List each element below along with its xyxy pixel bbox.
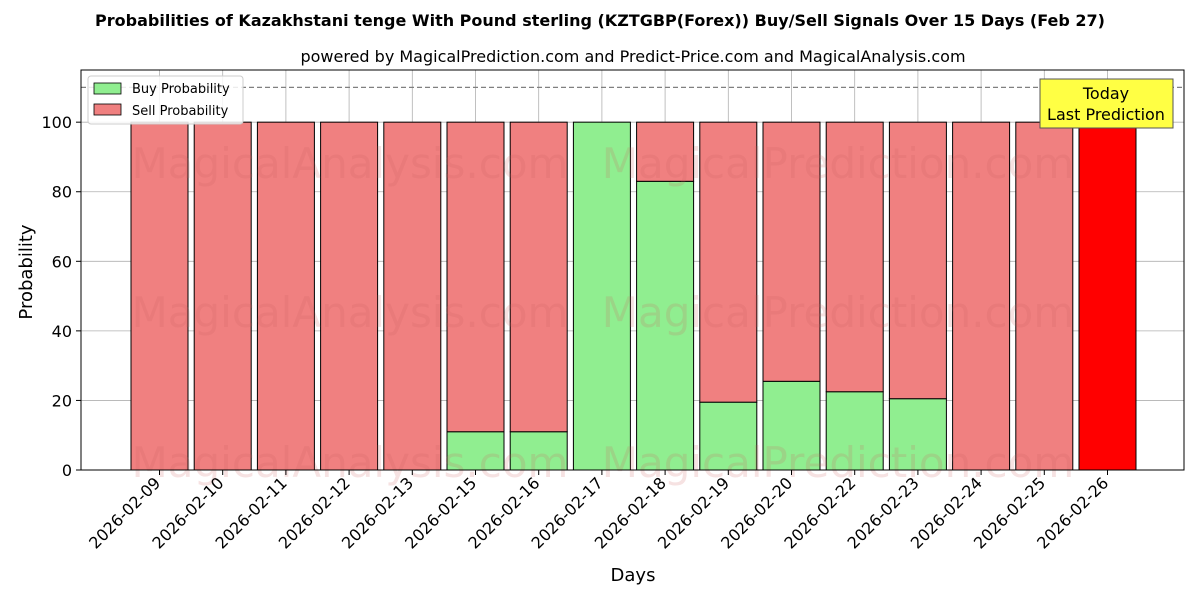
- buy-bar-2026-02-19: [699, 401, 758, 471]
- sell-bar-2026-02-12: [320, 121, 379, 471]
- annotation-box: [1039, 78, 1174, 129]
- sell-bar-2026-02-15: [446, 121, 505, 433]
- buy-bar-2026-02-23: [888, 398, 947, 471]
- buy-bar-2026-02-22: [825, 391, 884, 471]
- buy-bar-2026-02-17: [572, 121, 631, 471]
- sell-bar-2026-02-22: [825, 121, 884, 393]
- chart-title: Probabilities of Kazakhstani tenge With …: [95, 11, 1105, 30]
- sell-bar-2026-02-11: [256, 121, 315, 471]
- legend: Buy Probability Sell Probability: [87, 75, 244, 125]
- sell-bar-2026-02-20: [762, 121, 821, 382]
- annotation-line-1: Today: [1082, 84, 1129, 103]
- legend-swatch-buy: [93, 82, 122, 95]
- legend-label-sell: Sell Probability: [132, 104, 229, 119]
- watermark-text: MagicalAnalysis.com: [132, 438, 569, 487]
- buy-bar-2026-02-20: [762, 380, 821, 471]
- sell-bar-2026-02-24: [952, 121, 1011, 471]
- watermark-text: MagicalAnalysis.com: [132, 288, 569, 337]
- y-tick-label: 0: [62, 461, 72, 480]
- y-tick-label: 80: [52, 183, 72, 202]
- y-tick-label: 100: [41, 113, 72, 132]
- x-axis-label: Days: [611, 565, 656, 586]
- y-tick-label: 40: [52, 322, 72, 341]
- today-annotation: Today Last Prediction: [1039, 78, 1174, 129]
- buy-bar-2026-02-18: [636, 180, 695, 471]
- y-axis-label: Probability: [16, 224, 37, 319]
- y-tick-label: 20: [52, 391, 72, 410]
- watermark-text: MagicalPrediction.com: [602, 139, 1075, 188]
- legend-swatch-sell: [93, 103, 122, 116]
- sell-bar-2026-02-18: [636, 121, 695, 182]
- sell-bar-2026-02-13: [383, 121, 442, 471]
- legend-frame: [87, 75, 244, 125]
- watermarks: MagicalAnalysis.com MagicalPrediction.com…: [132, 139, 1075, 487]
- legend-label-buy: Buy Probability: [132, 82, 230, 97]
- watermark-text: MagicalPrediction.com: [602, 438, 1075, 487]
- plot-frame: [80, 69, 1185, 471]
- y-tick-label: 60: [52, 252, 72, 271]
- sell-bar-2026-02-25: [1015, 121, 1074, 471]
- watermark-text: MagicalAnalysis.com: [132, 139, 569, 188]
- bars: [130, 121, 1137, 471]
- buy-bar-2026-02-15: [446, 431, 505, 471]
- sell-bar-2026-02-16: [509, 121, 568, 433]
- annotation-line-2: Last Prediction: [1047, 105, 1165, 124]
- watermark-text: MagicalPrediction.com: [602, 288, 1075, 337]
- sell-bar-2026-02-19: [699, 121, 758, 403]
- sell-bar-2026-02-23: [888, 121, 947, 400]
- chart-subtitle: powered by MagicalPrediction.com and Pre…: [300, 47, 965, 66]
- sell-bar-2026-02-26: [1078, 121, 1137, 471]
